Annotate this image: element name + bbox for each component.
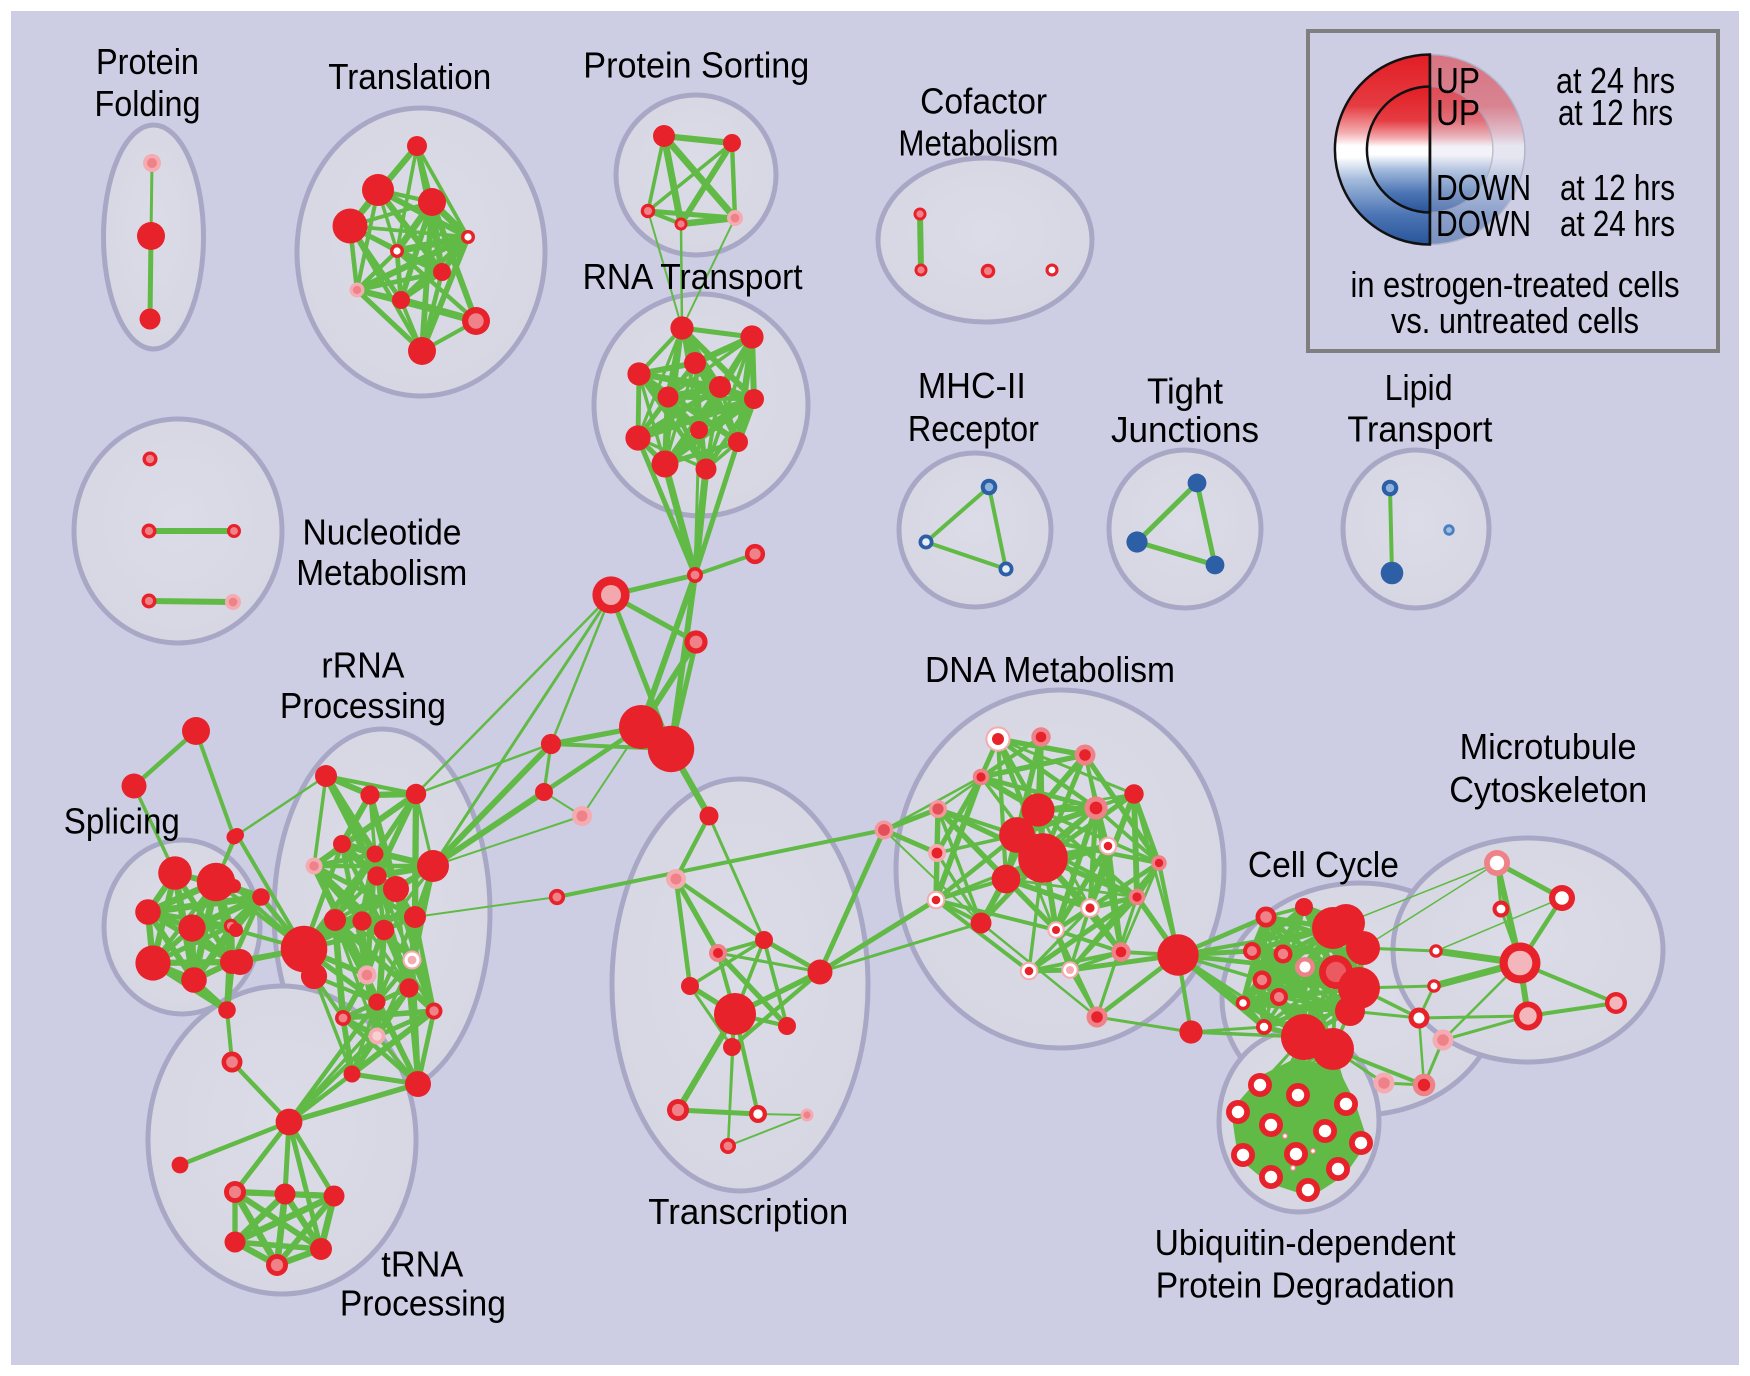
svg-text:Protein Sorting: Protein Sorting — [583, 45, 809, 86]
svg-text:Tight: Tight — [1147, 371, 1223, 412]
svg-text:Junctions: Junctions — [1111, 409, 1259, 450]
svg-text:UP: UP — [1436, 92, 1480, 133]
svg-text:at 24 hrs: at 24 hrs — [1556, 60, 1675, 101]
svg-text:Receptor: Receptor — [908, 408, 1039, 449]
svg-text:at 12 hrs: at 12 hrs — [1558, 92, 1673, 133]
svg-text:Cofactor: Cofactor — [920, 81, 1047, 122]
svg-text:UP: UP — [1436, 60, 1480, 101]
svg-text:DOWN: DOWN — [1436, 167, 1531, 208]
svg-text:Transport: Transport — [1347, 409, 1492, 450]
svg-text:MHC-II: MHC-II — [918, 365, 1026, 406]
svg-text:Protein: Protein — [96, 41, 199, 82]
svg-text:Metabolism: Metabolism — [898, 123, 1058, 164]
svg-text:Nucleotide: Nucleotide — [303, 512, 462, 553]
svg-text:Folding: Folding — [95, 83, 201, 124]
svg-text:Cell Cycle: Cell Cycle — [1248, 844, 1399, 885]
svg-text:Cytoskeleton: Cytoskeleton — [1449, 769, 1647, 810]
svg-text:in estrogen-treated cells: in estrogen-treated cells — [1351, 264, 1680, 305]
svg-text:DOWN: DOWN — [1436, 203, 1531, 244]
svg-text:RNA Transport: RNA Transport — [583, 256, 803, 297]
svg-text:rRNA: rRNA — [321, 645, 404, 686]
svg-text:Splicing: Splicing — [64, 801, 180, 842]
svg-text:Processing: Processing — [280, 685, 446, 726]
svg-text:Lipid: Lipid — [1385, 367, 1453, 408]
svg-text:at 12 hrs: at 12 hrs — [1560, 167, 1675, 208]
svg-text:Processing: Processing — [340, 1283, 506, 1324]
svg-text:Microtubule: Microtubule — [1460, 726, 1637, 767]
svg-text:at 24 hrs: at 24 hrs — [1560, 203, 1675, 244]
svg-text:Protein Degradation: Protein Degradation — [1156, 1265, 1455, 1306]
svg-text:DNA Metabolism: DNA Metabolism — [925, 649, 1175, 690]
svg-text:Translation: Translation — [328, 56, 491, 97]
svg-text:Ubiquitin-dependent: Ubiquitin-dependent — [1155, 1222, 1456, 1263]
svg-text:vs. untreated cells: vs. untreated cells — [1391, 300, 1639, 341]
svg-text:Transcription: Transcription — [648, 1191, 848, 1232]
svg-text:Metabolism: Metabolism — [296, 552, 467, 593]
svg-text:tRNA: tRNA — [381, 1244, 463, 1285]
